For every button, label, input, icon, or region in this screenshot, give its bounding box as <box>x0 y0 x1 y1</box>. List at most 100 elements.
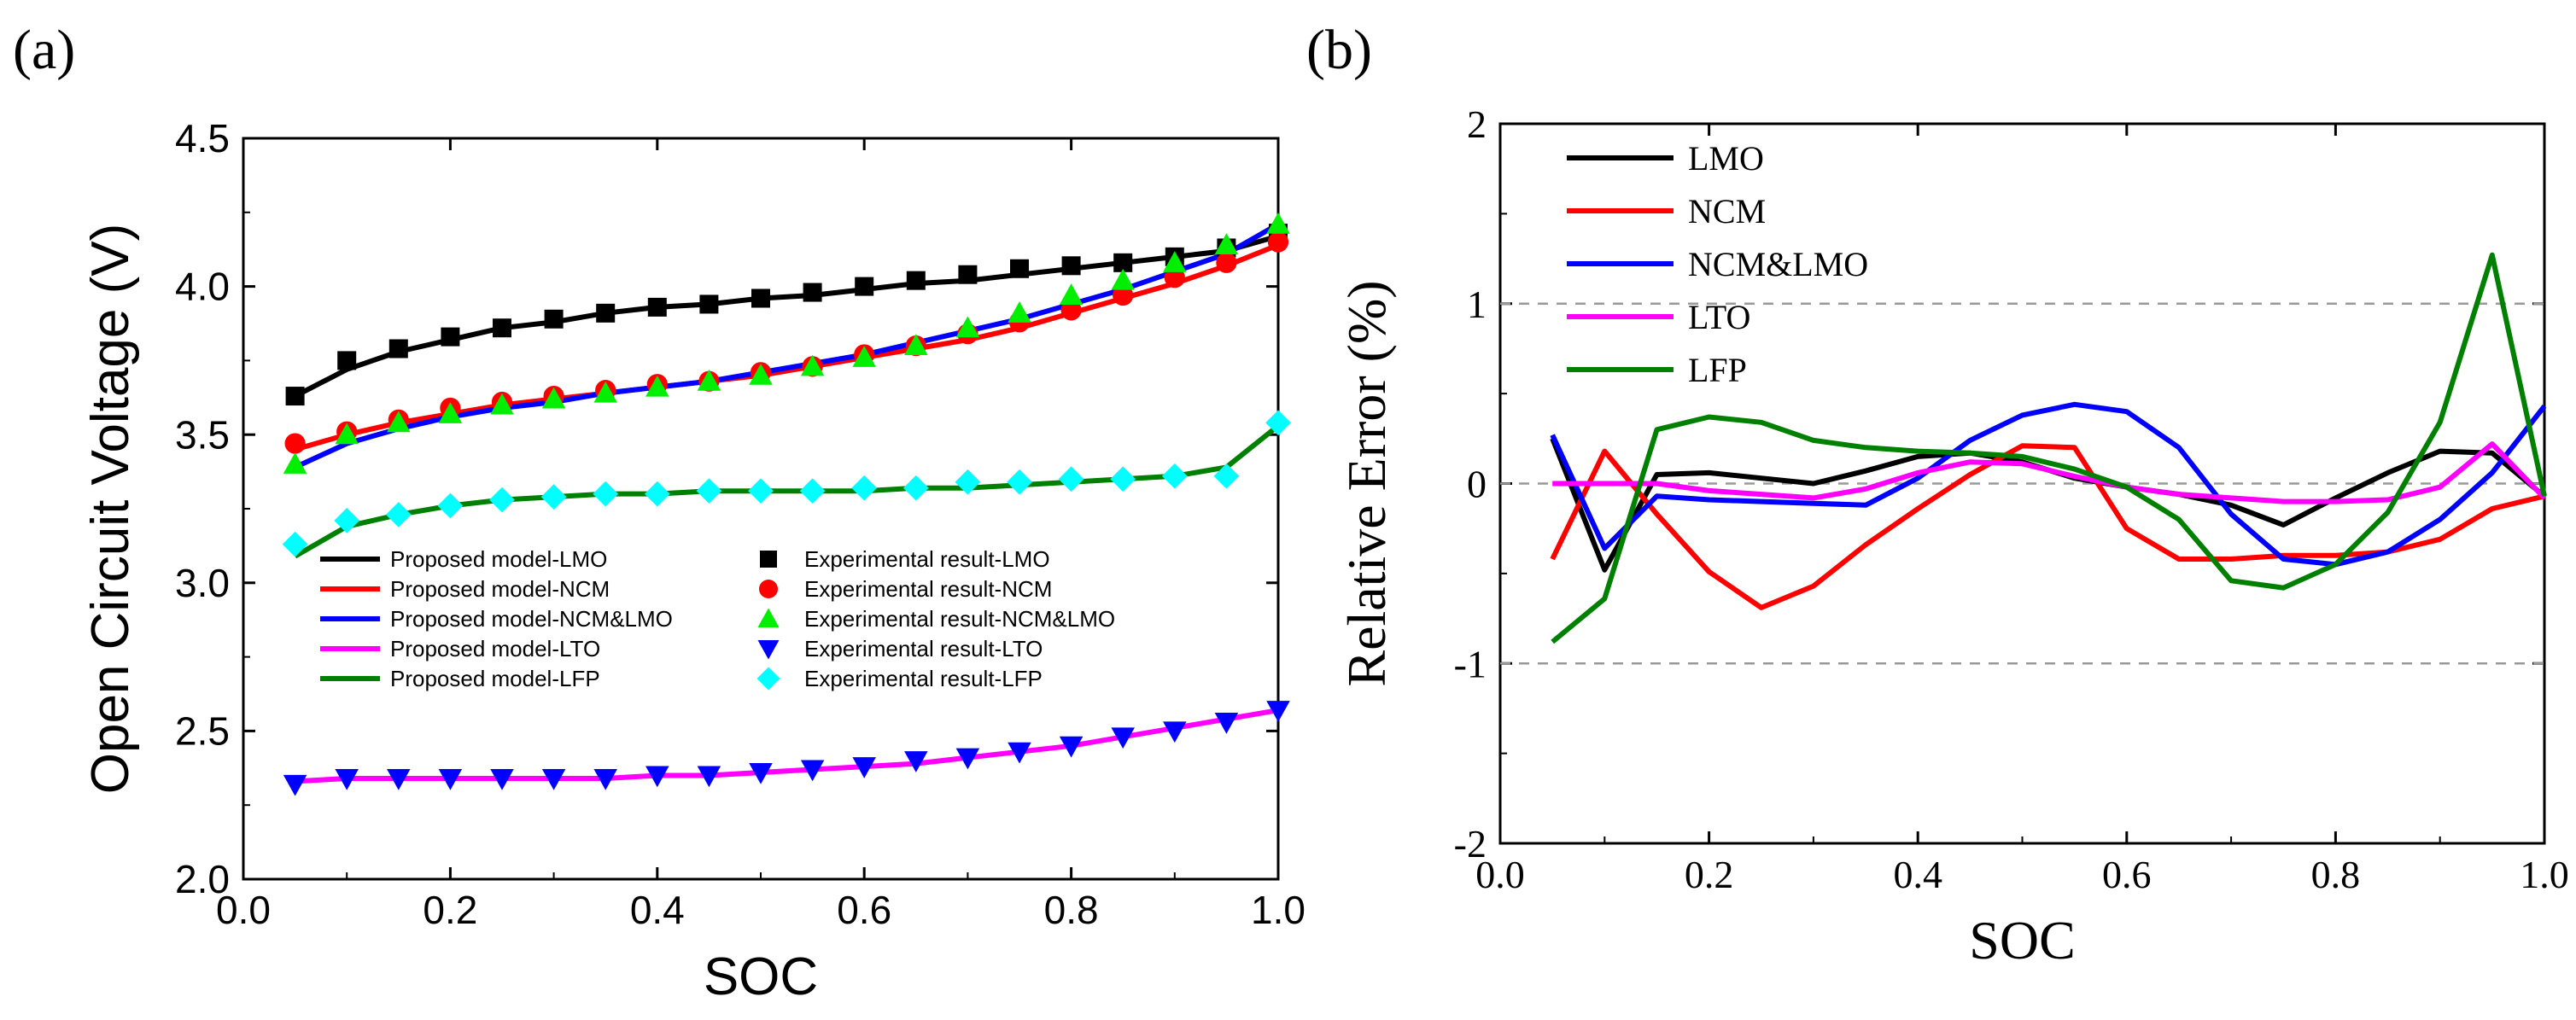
y-tick-label: 3.5 <box>175 412 230 457</box>
data-point-experimental-result-lfp <box>748 478 774 504</box>
data-point-experimental-result-lto <box>1059 736 1084 758</box>
legend-label-proposed-model-ncm: Proposed model-NCM <box>390 576 610 602</box>
x-tick-label: 0.8 <box>1044 888 1099 932</box>
data-point-experimental-result-ncm-lmo <box>387 411 411 433</box>
y-tick-label: 3.0 <box>175 561 230 605</box>
data-point-experimental-result-lto <box>335 768 359 790</box>
data-point-experimental-result-ncm-lmo <box>438 402 463 423</box>
x-tick-label: 0.8 <box>2311 853 2361 896</box>
data-point-experimental-result-lfp <box>1213 463 1240 489</box>
data-point-experimental-result-lto <box>1163 721 1187 743</box>
legend-b: LMO NCM NCM&LMO LTO LFP <box>1567 139 1868 389</box>
data-point-experimental-result-lmo <box>906 271 926 290</box>
y-tick-label: -2 <box>1454 822 1487 866</box>
series-line-lto <box>1552 441 2547 504</box>
x-tick-label: 1.0 <box>2520 853 2569 896</box>
data-point-experimental-result-lmo <box>337 351 357 370</box>
y-tick-label: 2 <box>1467 102 1487 146</box>
panel-b-label: (b) <box>1306 19 1372 81</box>
data-point-experimental-result-lmo <box>803 283 822 302</box>
legend-label-ncm-lmo: NCM&LMO <box>1688 245 1868 283</box>
x-tick-label: 1.0 <box>1251 888 1306 932</box>
data-point-experimental-result-lfp <box>1110 466 1136 493</box>
data-point-experimental-result-lfp <box>799 478 826 504</box>
legend-label-experimental-result-lto: Experimental result-LTO <box>804 636 1043 662</box>
data-point-experimental-result-lmo <box>751 289 770 308</box>
legend-label-experimental-result-lfp: Experimental result-LFP <box>804 666 1043 691</box>
data-point-experimental-result-ncm-lmo <box>335 423 359 445</box>
x-tick-label: 0.2 <box>1685 853 1734 896</box>
data-point-experimental-result-ncm-lmo <box>1111 268 1135 290</box>
x-axis-label: SOC <box>704 947 818 1006</box>
chart-b: 0.0 0.2 0.4 0.6 0.8 1.0 -2 -1 0 1 2 SOC Relative Err… <box>1336 102 2569 970</box>
data-point-experimental-result-ncm-lmo <box>541 387 566 409</box>
legend-label-lto: LTO <box>1688 298 1750 336</box>
data-point-experimental-result-lfp <box>1161 463 1188 489</box>
data-point-experimental-result-lmo <box>596 303 616 323</box>
x-tick-label: 0.4 <box>630 888 685 932</box>
data-point-experimental-result-ncm <box>1216 252 1237 273</box>
data-point-experimental-result-lto <box>490 768 514 790</box>
data-point-experimental-result-ncm-lmo <box>645 375 669 397</box>
y-tick-label: 4.5 <box>175 116 230 160</box>
data-point-experimental-result-lfp <box>489 487 515 513</box>
data-point-experimental-result-lto <box>1111 727 1135 749</box>
data-point-experimental-result-ncm <box>1164 267 1185 289</box>
y-axis-label: Relative Error (%) <box>1336 280 1397 686</box>
legend-a: Proposed model-LMO Proposed model-NCM Prop… <box>320 546 1115 691</box>
series-line-ncm-lmo <box>1550 401 2547 568</box>
legend-label-experimental-result-ncm-lmo: Experimental result-NCM&LMO <box>804 606 1115 632</box>
data-point-experimental-result-lmo <box>1010 259 1029 278</box>
data-point-experimental-result-ncm-lmo <box>490 393 514 415</box>
panel-a-label: (a) <box>13 19 75 81</box>
data-point-experimental-result-lto <box>1008 742 1031 764</box>
y-tick-label: 2.0 <box>175 857 230 901</box>
data-point-experimental-result-lfp <box>385 502 412 527</box>
chart-a: 0.0 0.2 0.4 0.6 0.8 1.0 2.0 2.5 3.0 3.5 4.0 4.5 SOC O… <box>81 116 1306 1006</box>
data-point-experimental-result-lto <box>438 768 463 790</box>
data-point-experimental-result-lto <box>645 766 669 788</box>
data-point-experimental-result-lfp <box>540 484 567 510</box>
data-point-experimental-result-lmo <box>493 318 511 338</box>
data-point-experimental-result-lto <box>283 774 307 796</box>
data-point-experimental-result-lmo <box>441 327 460 347</box>
data-point-experimental-result-lfp <box>437 493 464 519</box>
legend-label-experimental-result-lmo: Experimental result-LMO <box>804 546 1050 572</box>
data-point-experimental-result-lmo <box>285 387 305 406</box>
x-axis-label: SOC <box>1969 910 2076 970</box>
data-point-experimental-result-lto <box>1214 712 1239 734</box>
data-point-experimental-result-ncm <box>1267 231 1289 253</box>
data-point-experimental-result-ncm <box>284 433 306 454</box>
data-point-experimental-result-lto <box>852 757 876 778</box>
data-point-experimental-result-lmo <box>699 294 719 314</box>
data-point-experimental-result-lmo <box>647 297 667 317</box>
data-point-experimental-result-lto <box>800 760 825 782</box>
data-point-experimental-result-ncm-lmo <box>904 334 928 356</box>
data-point-experimental-result-lto <box>387 768 411 790</box>
data-point-experimental-result-lfp <box>902 475 929 501</box>
data-point-experimental-result-lto <box>749 763 773 784</box>
data-point-experimental-result-ncm-lmo <box>697 369 721 391</box>
data-point-experimental-result-lto <box>541 768 566 790</box>
data-point-experimental-result-lto <box>904 751 928 772</box>
y-tick-label: 2.5 <box>175 709 230 754</box>
legend-label-proposed-model-lmo: Proposed model-LMO <box>390 546 607 572</box>
x-tick-label: 0.0 <box>216 888 271 932</box>
data-point-experimental-result-lto <box>697 766 721 788</box>
data-point-experimental-result-lmo <box>388 339 408 358</box>
legend-marker-experimental-result-ncm <box>759 580 778 598</box>
x-tick-label: 0.6 <box>837 888 891 932</box>
data-point-experimental-result-lto <box>593 768 617 790</box>
legend-marker-experimental-result-lto <box>757 640 780 660</box>
x-tick-label: 0.6 <box>2102 853 2152 896</box>
series-line-proposed-model-lto <box>295 708 1279 784</box>
legend-label-experimental-result-ncm: Experimental result-NCM <box>804 576 1052 602</box>
legend-label-proposed-model-lto: Proposed model-LTO <box>390 636 600 662</box>
data-point-experimental-result-lfp <box>644 481 670 507</box>
data-point-experimental-result-ncm-lmo <box>1059 283 1084 306</box>
data-point-experimental-result-ncm-lmo <box>749 364 773 385</box>
legend-marker-experimental-result-lmo <box>760 551 777 568</box>
data-point-experimental-result-lfp <box>1058 466 1084 493</box>
data-point-experimental-result-ncm-lmo <box>1266 212 1290 234</box>
data-point-experimental-result-lto <box>1266 701 1290 722</box>
